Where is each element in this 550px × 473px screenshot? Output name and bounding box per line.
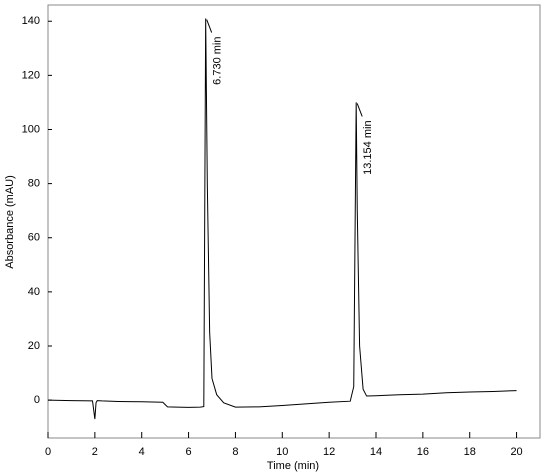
x-tick-label: 2 — [92, 446, 98, 458]
x-axis-label: Time (min) — [267, 460, 319, 472]
annotation: 13.154 min — [362, 120, 374, 174]
x-tick-label: 10 — [276, 446, 288, 458]
plot-frame — [47, 4, 541, 439]
x-tick-label: 16 — [417, 446, 429, 458]
y-tick-label: 60 — [28, 232, 40, 244]
x-tick-label: 20 — [510, 446, 522, 458]
y-tick-label: 40 — [28, 286, 40, 298]
y-tick-label: 0 — [34, 394, 40, 406]
y-tick-label: 20 — [28, 340, 40, 352]
x-tick-label: 4 — [139, 446, 145, 458]
x-tick-label: 12 — [323, 446, 335, 458]
x-tick-label: 18 — [464, 446, 476, 458]
x-tick-label: 14 — [370, 446, 382, 458]
y-axis-label: Absorbance (mAU) — [4, 175, 16, 269]
y-tick-label: 120 — [22, 69, 40, 81]
x-tick-label: 0 — [45, 446, 51, 458]
x-tick-label: 8 — [232, 446, 238, 458]
data-line — [47, 18, 517, 420]
annotation-arrow — [356, 103, 363, 117]
y-tick-label: 80 — [28, 178, 40, 190]
y-tick-label: 100 — [22, 123, 40, 135]
x-tick-label: 6 — [186, 446, 192, 458]
y-tick-label: 140 — [22, 15, 40, 27]
annotation-arrow — [206, 19, 213, 33]
annotation: 6.730 min — [212, 37, 224, 85]
